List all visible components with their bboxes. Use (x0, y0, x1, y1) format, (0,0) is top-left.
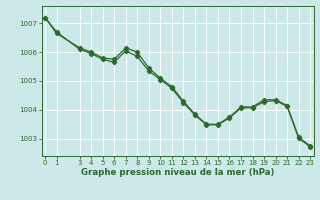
X-axis label: Graphe pression niveau de la mer (hPa): Graphe pression niveau de la mer (hPa) (81, 168, 274, 177)
